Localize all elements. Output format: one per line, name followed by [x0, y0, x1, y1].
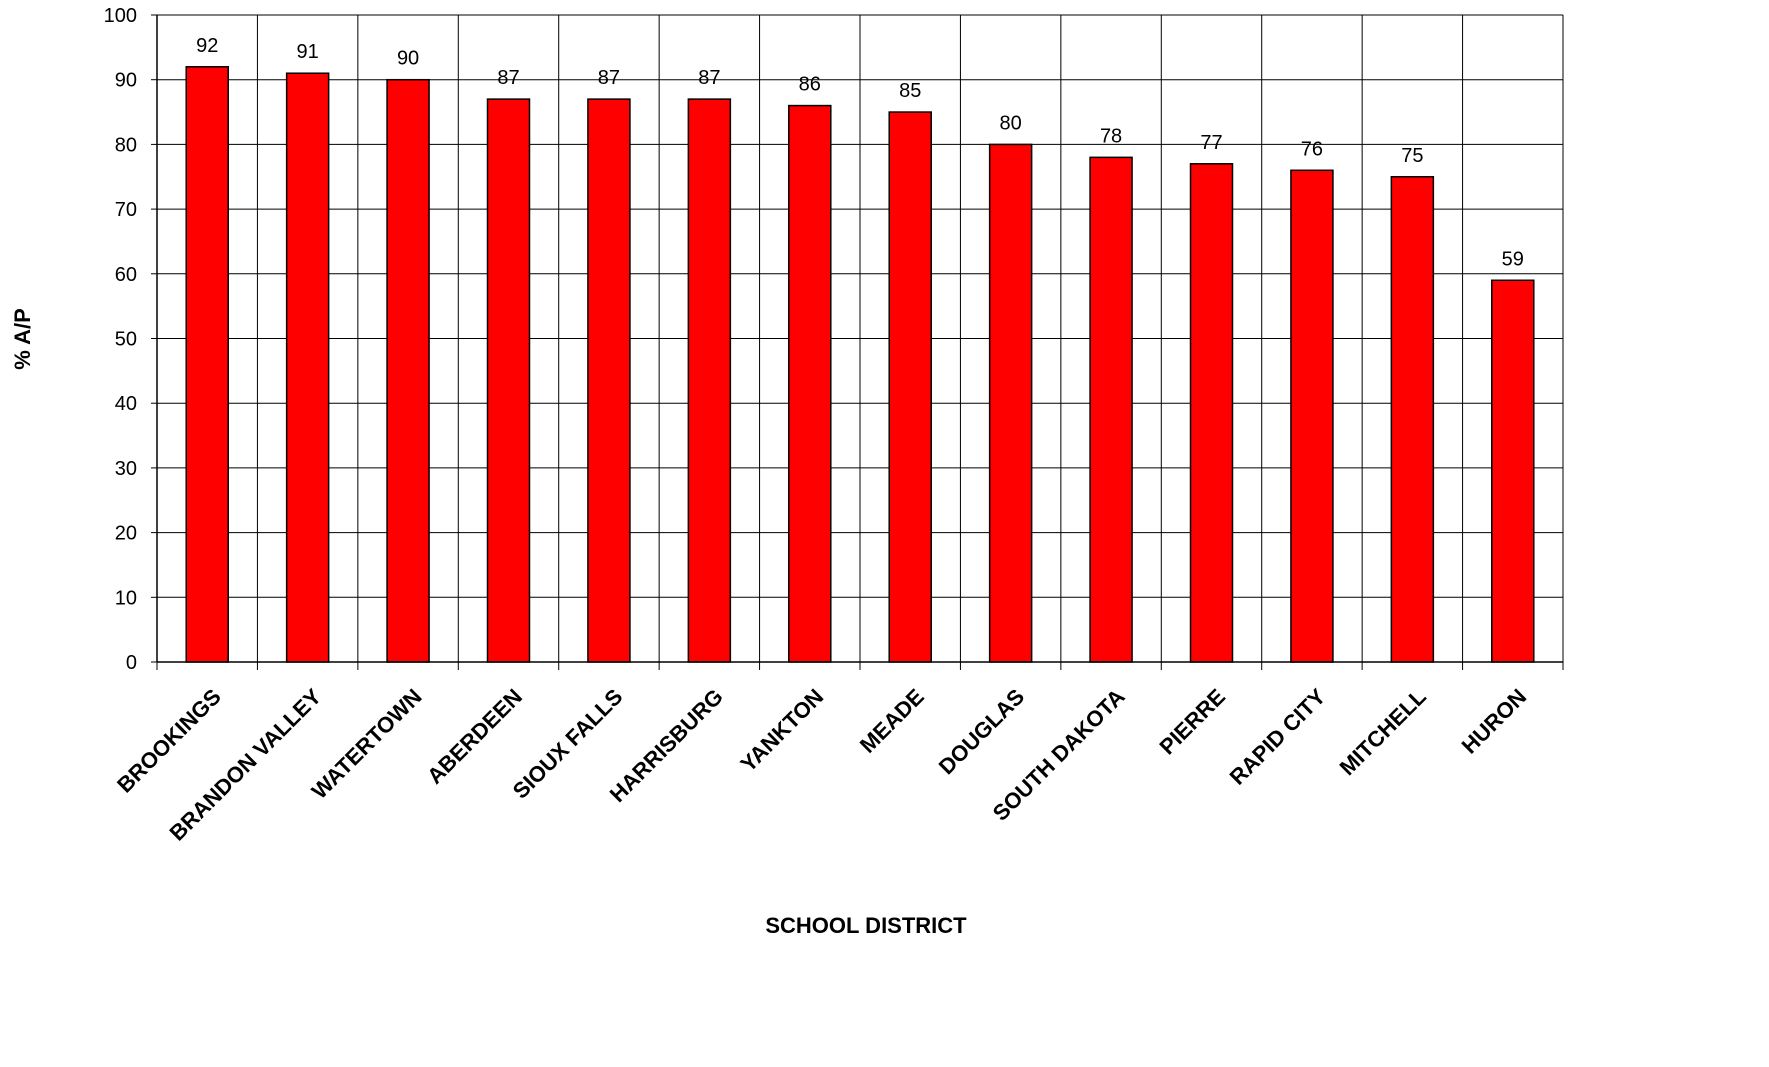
bar: [788, 104, 832, 663]
bars: [185, 66, 1535, 663]
bar: [1290, 169, 1334, 663]
x-category-label: MITCHELL: [1335, 684, 1431, 780]
bar: [1189, 163, 1234, 663]
bar: [587, 98, 631, 663]
bar: [888, 111, 932, 663]
x-category-label: RAPID CITY: [1225, 684, 1331, 790]
data-label: 78: [1100, 125, 1122, 147]
data-label: 59: [1502, 248, 1524, 270]
x-category-label: DOUGLAS: [934, 684, 1029, 779]
x-category-label: MEADE: [855, 684, 929, 758]
bar: [988, 143, 1033, 663]
x-category-label: ABERDEEN: [422, 684, 527, 789]
y-tick-label: 10: [115, 587, 137, 609]
y-tick-label: 40: [115, 393, 137, 415]
gridlines: [156, 14, 1564, 663]
data-label: 75: [1401, 145, 1423, 167]
x-axis-title: SCHOOL DISTRICT: [765, 913, 967, 938]
y-tick-label: 100: [104, 5, 137, 27]
x-category-label: BROOKINGS: [112, 684, 226, 798]
y-axis-title: % A/P: [10, 308, 35, 370]
y-tick-label: 50: [115, 329, 137, 351]
data-label: 90: [397, 48, 419, 70]
x-category-label: HURON: [1457, 684, 1532, 759]
data-label: 87: [598, 67, 620, 89]
data-label: 77: [1200, 132, 1222, 154]
bar: [1390, 176, 1435, 663]
data-label: 92: [196, 35, 218, 57]
y-tick-label: 0: [126, 652, 137, 674]
y-tick-label: 70: [115, 199, 137, 221]
data-label: 87: [698, 67, 720, 89]
bar: [1491, 279, 1535, 663]
data-label: 91: [297, 41, 319, 63]
data-label: 80: [1000, 112, 1022, 134]
data-label: 85: [899, 80, 921, 102]
bar: [386, 78, 430, 663]
bar: [285, 72, 330, 663]
bar: [185, 66, 229, 663]
y-tick-label: 90: [115, 70, 137, 92]
y-tick-label: 80: [115, 134, 137, 156]
y-tick-labels: 0 10 20 30 40 50 60 70 80 90 100: [104, 5, 137, 674]
y-tick-label: 20: [115, 523, 137, 545]
data-labels: 92 91 90 87 87 87 86 85 80 78 77 76 75 59: [196, 35, 1524, 271]
x-category-label: YANKTON: [735, 684, 828, 777]
axes: [151, 14, 1564, 670]
y-tick-label: 30: [115, 458, 137, 480]
bar: [1089, 156, 1133, 663]
bar: [486, 98, 531, 663]
x-category-label: PIERRE: [1154, 684, 1230, 760]
data-label: 86: [799, 74, 821, 96]
y-tick-label: 60: [115, 264, 137, 286]
data-label: 87: [497, 67, 519, 89]
data-label: 76: [1301, 138, 1323, 160]
bar: [687, 98, 732, 663]
